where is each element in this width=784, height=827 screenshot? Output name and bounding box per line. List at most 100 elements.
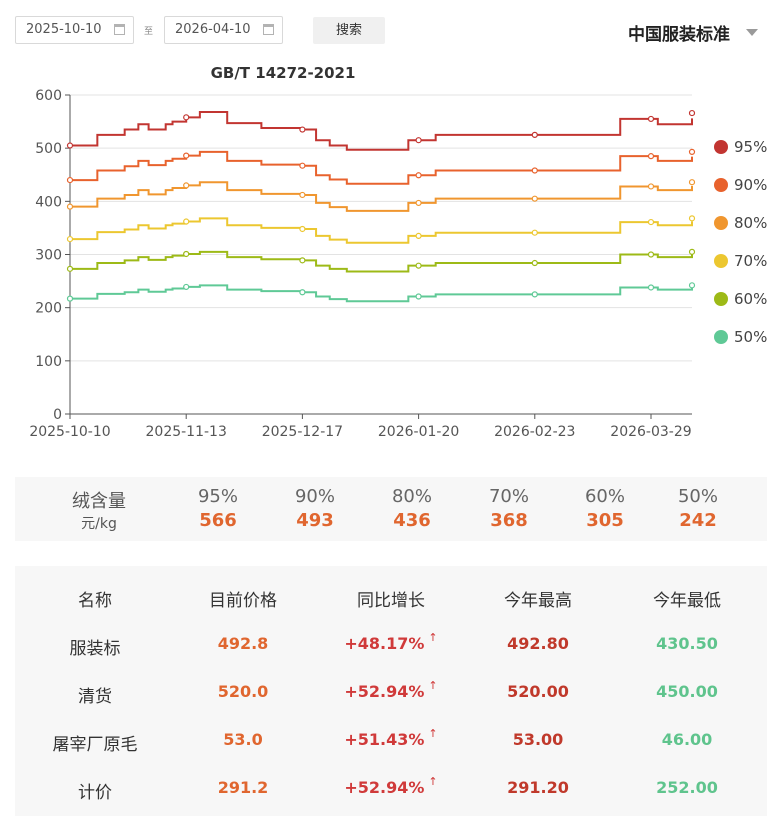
standard-select-value: 中国服装标准	[628, 25, 730, 45]
down-content-price-strip: 绒含量 元/kg 95% 566 90% 493 80% 436 70% 368…	[15, 477, 767, 541]
series-point	[299, 162, 306, 169]
filter-toolbar: 2025-10-10 至 2026-04-10 搜索 中国服装标准	[0, 0, 784, 60]
down-content-price: 242	[679, 510, 717, 531]
series-point	[531, 167, 538, 174]
series-point	[66, 142, 74, 149]
series-point	[299, 257, 306, 264]
row-year-high: 492.80	[507, 634, 569, 653]
series-point	[66, 203, 74, 210]
row-current-price: 53.0	[223, 730, 263, 749]
y-tick-label: 200	[35, 301, 62, 317]
row-name: 清货	[78, 687, 112, 707]
calendar-icon	[263, 24, 274, 35]
end-date-value: 2026-04-10	[175, 22, 251, 37]
series-point	[415, 137, 422, 144]
legend-label: 70%	[734, 252, 768, 270]
series-point	[415, 199, 422, 207]
series-point	[299, 225, 306, 233]
series-point	[647, 115, 655, 123]
legend-label: 95%	[734, 138, 768, 156]
x-tick-label: 2026-02-23	[494, 424, 575, 440]
arrow-up-icon: ↑	[428, 727, 438, 740]
series-line-80%	[70, 181, 693, 212]
start-date-value: 2025-10-10	[26, 22, 102, 37]
row-name: 屠宰厂原毛	[52, 735, 138, 755]
standard-select[interactable]: 中国服装标准	[628, 20, 758, 45]
row-yoy-value: +52.94%	[344, 778, 425, 797]
series-point	[183, 114, 190, 121]
down-content-price: 493	[296, 510, 334, 531]
legend-color-dot	[714, 292, 728, 306]
x-tick-label: 2025-11-13	[146, 424, 227, 440]
x-tick-label: 2026-03-29	[610, 424, 691, 440]
row-year-low: 450.00	[656, 682, 718, 701]
legend-color-dot	[714, 254, 728, 268]
legend-label: 80%	[734, 214, 768, 232]
arrow-up-icon: ↑	[428, 775, 438, 788]
row-yoy-value: +52.94%	[344, 682, 425, 701]
series-point	[183, 182, 190, 189]
end-date-input[interactable]: 2026-04-10	[164, 16, 283, 44]
series-point	[415, 232, 422, 239]
row-name: 服装标	[69, 639, 121, 659]
row-current-price: 291.2	[217, 778, 269, 797]
legend-color-dot	[714, 140, 728, 154]
down-content-pct: 50%	[677, 486, 718, 507]
down-content-pct: 60%	[584, 486, 625, 507]
date-separator: 至	[144, 27, 154, 37]
row-yoy: +52.94% ↑	[311, 679, 471, 701]
row-yoy: +48.17% ↑	[311, 631, 471, 653]
series-point	[183, 283, 190, 291]
y-tick-label: 500	[35, 141, 62, 157]
y-tick-label: 0	[53, 407, 62, 423]
legend-label: 50%	[734, 328, 768, 346]
arrow-up-icon: ↑	[428, 631, 438, 644]
series-point	[66, 235, 74, 243]
row-current-price: 492.8	[217, 634, 269, 653]
series-point	[647, 251, 655, 258]
down-content-price: 566	[199, 510, 237, 531]
series-point	[299, 126, 306, 133]
series-line-95%	[70, 111, 693, 151]
series-line-90%	[70, 150, 693, 185]
series-point	[66, 295, 74, 302]
row-year-high: 291.20	[507, 778, 569, 797]
price-unit-label: 元/kg	[81, 516, 117, 532]
table-header-yoy: 同比增长	[357, 591, 425, 611]
x-tick-label: 2026-01-20	[378, 424, 459, 440]
series-point	[531, 229, 538, 236]
series-line-60%	[70, 250, 693, 273]
down-content-pct: 90%	[294, 486, 335, 507]
table-header-name: 名称	[78, 591, 112, 611]
start-date-input[interactable]: 2025-10-10	[15, 16, 134, 44]
x-tick-label: 2025-10-10	[29, 424, 110, 440]
row-year-low: 46.00	[661, 730, 713, 749]
series-point	[415, 172, 422, 179]
series-point	[688, 215, 696, 222]
down-content-price: 436	[393, 510, 431, 531]
series-point	[66, 176, 74, 184]
calendar-icon	[114, 24, 125, 35]
series-point	[647, 284, 655, 291]
down-content-price: 368	[490, 510, 528, 531]
arrow-up-icon: ↑	[428, 679, 438, 692]
search-button[interactable]: 搜索	[313, 17, 385, 44]
chart-title: GB/T 14272-2021	[210, 64, 356, 82]
series-point	[299, 289, 306, 296]
series-point	[647, 183, 655, 190]
legend-color-dot	[714, 216, 728, 230]
row-name: 计价	[78, 783, 112, 803]
legend-label: 90%	[734, 176, 768, 194]
legend-color-dot	[714, 330, 728, 344]
series-point	[688, 282, 696, 289]
table-header-high: 今年最高	[504, 591, 572, 611]
price-line-chart: 0 100 200 300 400 500 600 2025-10-10 2025-11-13 2…	[29, 88, 696, 440]
series-point	[299, 191, 306, 199]
down-content-price: 305	[586, 510, 624, 531]
legend-color-dot	[714, 178, 728, 192]
x-tick-label: 2025-12-17	[262, 424, 343, 440]
series-line-50%	[70, 284, 693, 303]
series-point	[66, 265, 74, 272]
down-content-label: 绒含量	[72, 491, 126, 512]
row-year-low: 252.00	[656, 778, 718, 797]
